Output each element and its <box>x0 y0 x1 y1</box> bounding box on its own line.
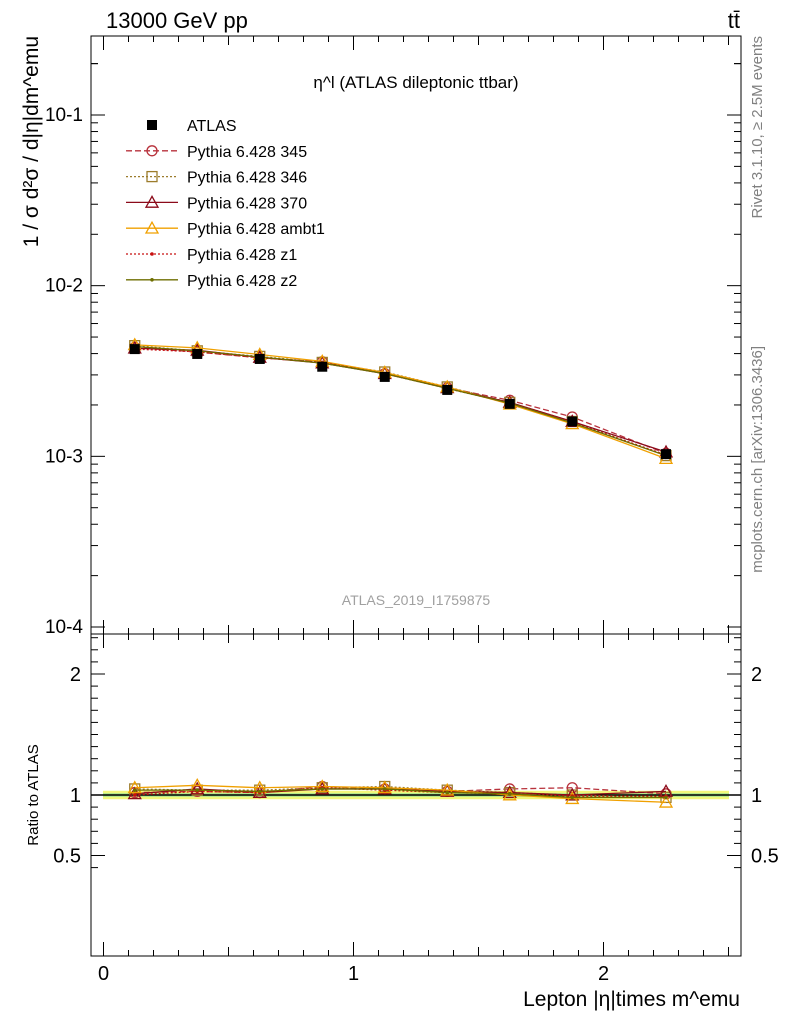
legend-marker <box>150 278 154 282</box>
main-y-tick-label: 10-4 <box>45 617 83 638</box>
legend-marker <box>146 170 158 183</box>
series-line-3 <box>134 344 667 460</box>
x-tick-label: 0 <box>98 963 109 985</box>
legend-label: Pythia 6.428 370 <box>187 195 307 212</box>
main-axes: 10-4 10-3 10-2 10-1 <box>45 36 741 638</box>
ratio-y-tick-label: 2 <box>70 664 81 686</box>
series-line-5 <box>134 345 667 457</box>
ratio-y-label: Ratio to ATLAS <box>25 744 42 845</box>
legend-label: Pythia 6.428 z2 <box>187 273 297 290</box>
ratio-point-3 <box>658 794 674 808</box>
ratio-point-5 <box>257 789 262 794</box>
ratio-line-4 <box>134 787 666 797</box>
ratio-point-2 <box>565 787 580 801</box>
main-series <box>127 337 674 465</box>
legend-marker <box>144 195 160 208</box>
main-title: η^l (ATLAS dileptonic ttbar) <box>313 73 518 92</box>
ratio-point-5 <box>664 795 668 800</box>
main-y-tick-label: 10-3 <box>45 446 83 467</box>
atlas-data-point <box>254 353 265 364</box>
ratio-y-tick-label-right: 0.5 <box>751 846 779 868</box>
series-line-4 <box>134 348 667 456</box>
ratio-point-5 <box>320 787 325 791</box>
atlas-data-point <box>317 361 328 372</box>
atlas-data-point <box>567 416 578 427</box>
mcplots-label: mcplots.cern.ch [arXiv:1306.3436] <box>749 346 766 573</box>
main-y-tick-label: 10-1 <box>45 105 83 126</box>
x-axis-label: Lepton |η|times m^emu <box>523 988 740 1011</box>
legend-label: Pythia 6.428 z1 <box>187 247 297 264</box>
energy-label: 13000 GeV pp <box>106 8 248 33</box>
ratio-point-5 <box>570 795 575 800</box>
legend-marker <box>144 220 160 234</box>
ratio-series <box>127 777 674 808</box>
ratio-point-4 <box>132 793 137 797</box>
legend: ATLAS Pythia 6.428 345 Pythia 6.428 346 Pyt… <box>126 118 325 290</box>
ratio-y-tick-label-right: 2 <box>751 664 762 686</box>
series-line-2 <box>134 347 667 453</box>
x-tick-label: 2 <box>598 963 609 985</box>
legend-marker <box>146 145 158 157</box>
rivet-label: Rivet 3.1.10, ≥ 2.5M events <box>749 36 766 219</box>
x-tick-label: 1 <box>348 963 359 985</box>
ratio-point-3 <box>127 780 142 794</box>
legend-label: ATLAS <box>187 118 237 135</box>
main-y-label: 1 / σ d²σ / d|η|dm^emu <box>20 36 43 247</box>
series-line-0 <box>134 346 667 455</box>
atlas-data-point <box>442 384 453 395</box>
ratio-line-0 <box>134 785 667 795</box>
ratio-point-5 <box>507 791 512 796</box>
ratio-point-5 <box>195 788 200 792</box>
legend-marker <box>150 252 154 256</box>
atlas-data-point <box>379 371 390 382</box>
series-line-1 <box>134 345 667 457</box>
ratio-point-3 <box>377 780 392 794</box>
main-y-tick-label: 10-2 <box>45 276 83 297</box>
ratio-point-5 <box>382 787 387 791</box>
ratio-point-2 <box>502 785 517 799</box>
watermark: ATLAS_2019_I1759875 <box>342 592 491 608</box>
legend-label: Pythia 6.428 ambt1 <box>187 221 325 238</box>
legend-label: Pythia 6.428 345 <box>187 144 307 161</box>
atlas-data-point <box>129 344 140 355</box>
ratio-point-5 <box>132 788 137 792</box>
ratio-y-tick-label: 0.5 <box>53 846 81 868</box>
ratio-point-3 <box>315 779 330 792</box>
ratio-point-3 <box>440 782 455 796</box>
atlas-data-point <box>192 348 203 359</box>
ratio-axes: 0.5 0.5 1 1 2 2 0 1 2 <box>53 634 779 985</box>
ratio-y-tick-label: 1 <box>70 785 81 807</box>
ratio-point-2 <box>190 781 205 795</box>
legend-marker <box>147 120 157 130</box>
atlas-data-point <box>661 449 671 460</box>
legend-label: Pythia 6.428 346 <box>187 170 307 187</box>
atlas-data-point <box>504 398 515 409</box>
process-label: tt̄ <box>728 8 740 33</box>
ratio-point-5 <box>445 790 450 795</box>
ratio-y-tick-label-right: 1 <box>751 785 762 807</box>
